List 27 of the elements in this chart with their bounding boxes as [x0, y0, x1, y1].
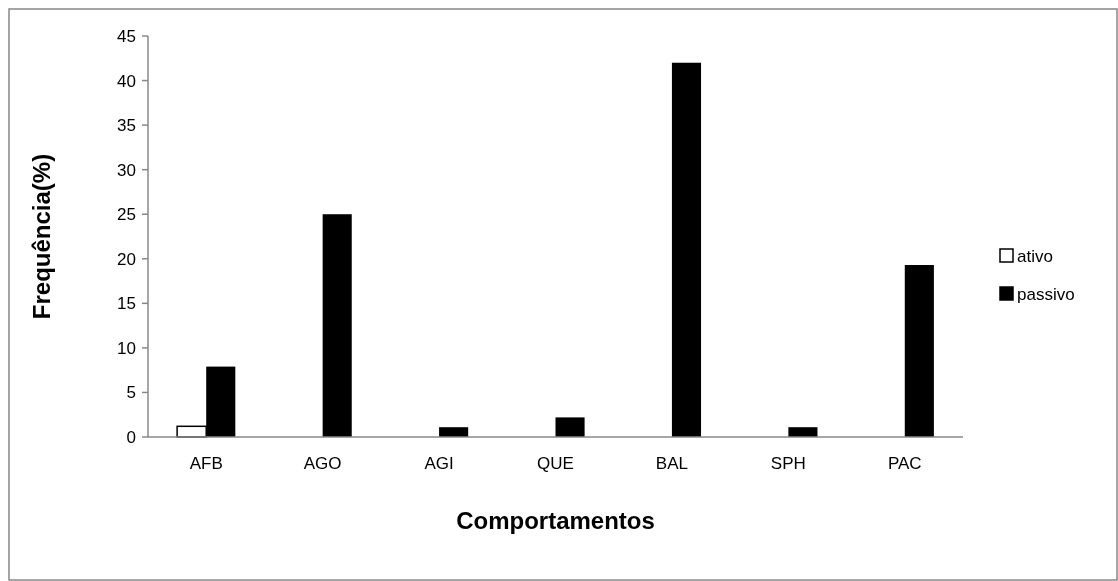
- x-tick-label: QUE: [537, 454, 574, 473]
- x-axis-title: Comportamentos: [456, 507, 655, 534]
- y-tick-label: 5: [126, 383, 136, 403]
- x-tick-label: AGO: [303, 454, 342, 473]
- y-tick-label: 30: [117, 160, 136, 180]
- y-tick-label: 25: [117, 205, 136, 225]
- y-tick-label: 40: [117, 71, 136, 91]
- bar: [439, 427, 469, 437]
- y-tick-label: 45: [117, 26, 136, 46]
- bar: [555, 417, 585, 437]
- legend-label: passivo: [1017, 284, 1075, 304]
- x-tick-label: SPH: [770, 454, 806, 473]
- x-tick-label: BAL: [655, 454, 688, 473]
- y-tick-label: 10: [117, 338, 136, 358]
- bar: [904, 265, 934, 437]
- y-tick-label: 20: [117, 249, 136, 269]
- y-tick-label: 15: [117, 294, 136, 314]
- bar: [322, 214, 352, 437]
- x-tick-label: AGI: [424, 454, 454, 473]
- y-tick-label: 0: [126, 427, 136, 447]
- x-tick-label: PAC: [887, 454, 922, 473]
- bar: [671, 62, 702, 437]
- y-tick-label: 35: [117, 116, 136, 136]
- legend-label: ativo: [1017, 246, 1053, 266]
- y-axis-title: Frequência(%): [28, 153, 55, 320]
- x-tick-label: AFB: [189, 454, 223, 473]
- bar: [788, 427, 818, 437]
